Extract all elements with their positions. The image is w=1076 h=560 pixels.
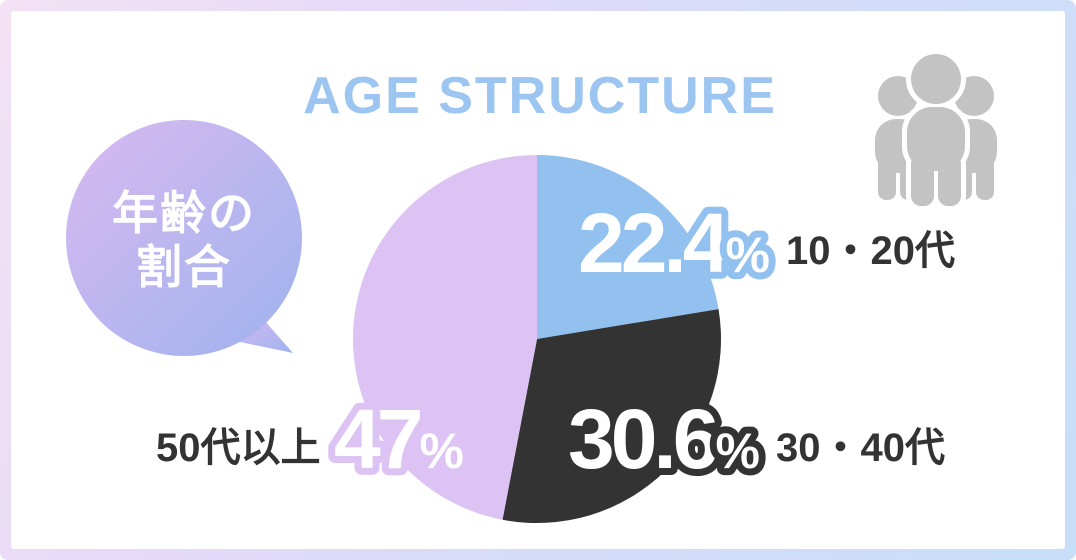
pct-sign-30-40: % <box>716 423 760 479</box>
bubble-caption: 年齢の 割合 <box>64 186 304 294</box>
pie-slice-0 <box>537 155 719 339</box>
pct-sign-50plus: % <box>419 423 463 479</box>
speech-bubble <box>66 120 302 356</box>
pct-label-10-20: 22.4% <box>578 196 770 290</box>
pct-sign-10-20: % <box>726 227 770 283</box>
slice-name-30-40: 30・40代 <box>776 426 945 470</box>
bubble-caption-line2: 割合 <box>136 241 232 293</box>
pct-label-50plus: 47% <box>334 392 464 486</box>
pie-slice-2 <box>353 155 537 520</box>
people-group-icon <box>875 52 997 208</box>
bubble-caption-line1: 年齢の <box>112 187 256 239</box>
pct-value-10-20: 22.4 <box>578 196 730 290</box>
page-title: AGE STRUCTURE <box>303 67 777 125</box>
pie-slice-1 <box>502 309 722 523</box>
slice-name-10-20: 10・20代 <box>786 229 955 273</box>
pct-value-30-40: 30.6 <box>568 392 717 486</box>
pct-value-50plus: 47 <box>334 392 421 486</box>
pie-slices <box>353 155 722 523</box>
slice-name-50plus: 50代以上 <box>156 426 321 470</box>
pct-label-30-40: 30.6% <box>568 392 760 486</box>
